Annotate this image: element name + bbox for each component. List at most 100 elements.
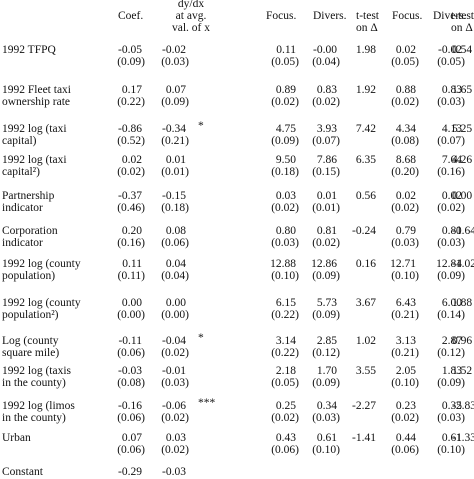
ttest-value-1: -1.41 bbox=[352, 432, 376, 444]
divers2-value: 0.83 bbox=[441, 84, 462, 96]
row-label: ownership rate bbox=[2, 96, 71, 108]
dydx-header-line-1: dy/dx bbox=[177, 0, 205, 10]
divers1-value: 2.85 bbox=[316, 335, 337, 347]
focus2-std-error: (0.02) bbox=[391, 202, 419, 214]
dydx-value: -0.15 bbox=[162, 190, 186, 202]
focus1-std-error: (0.22) bbox=[271, 347, 299, 359]
row-label: in the county) bbox=[2, 412, 66, 424]
row-label: indicator bbox=[2, 237, 43, 249]
ttest-value-2: 1.88 bbox=[452, 297, 473, 309]
coef-std-error: (0.06) bbox=[117, 412, 145, 424]
focus1-value: 4.75 bbox=[275, 123, 296, 135]
divers2-std-error: (0.05) bbox=[437, 56, 465, 68]
divers2-value: 0.61 bbox=[441, 432, 462, 444]
ttest-value-1: 0.56 bbox=[355, 190, 376, 202]
ttest-header-2-line-1: t-test bbox=[451, 10, 474, 22]
row-label: Log (county bbox=[2, 335, 59, 347]
coef-value: -0.37 bbox=[118, 190, 142, 202]
significance-stars: * bbox=[198, 120, 204, 132]
divers1-std-error: (0.09) bbox=[312, 377, 340, 389]
divers1-value: 5.73 bbox=[316, 297, 337, 309]
coef-value: -0.16 bbox=[118, 400, 142, 412]
divers-header-2: Divers. bbox=[433, 10, 467, 22]
dydx-std-error: (0.18) bbox=[161, 202, 189, 214]
divers2-value: 12.84 bbox=[436, 258, 462, 270]
row-label: capital) bbox=[2, 135, 37, 147]
row-label: Constant bbox=[2, 466, 43, 478]
dydx-value: 0.00 bbox=[165, 297, 186, 309]
focus1-value: 12.88 bbox=[270, 258, 296, 270]
focus1-std-error: (0.02) bbox=[271, 96, 299, 108]
divers1-std-error: (0.07) bbox=[312, 135, 340, 147]
focus-header-2: Focus. bbox=[392, 10, 423, 22]
dydx-value: -0.06 bbox=[162, 400, 186, 412]
ttest-value-1: 1.98 bbox=[355, 44, 376, 56]
focus1-std-error: (0.03) bbox=[271, 237, 299, 249]
divers1-std-error: (0.10) bbox=[312, 444, 340, 456]
dydx-std-error: (0.21) bbox=[161, 135, 189, 147]
dydx-header: dy/dx at avg. val. of x bbox=[156, 0, 226, 34]
coef-value: 0.11 bbox=[122, 258, 142, 270]
significance-stars: *** bbox=[198, 397, 216, 409]
focus2-value: 0.02 bbox=[395, 190, 416, 202]
divers1-value: 0.01 bbox=[316, 190, 337, 202]
coef-value: 0.20 bbox=[121, 225, 142, 237]
divers-header-1: Divers. bbox=[313, 10, 347, 22]
coef-value: -0.05 bbox=[118, 44, 142, 56]
row-label: 1992 log (limos bbox=[2, 400, 75, 412]
focus1-value: 0.03 bbox=[275, 190, 296, 202]
ttest-value-2: 0.00 bbox=[452, 190, 473, 202]
row-label: 1992 log (taxis bbox=[2, 365, 71, 377]
row-label: Corporation bbox=[2, 225, 58, 237]
dydx-std-error: (0.02) bbox=[161, 347, 189, 359]
dydx-std-error: (0.02) bbox=[161, 412, 189, 424]
dydx-std-error: (0.00) bbox=[161, 309, 189, 321]
ttest-header-1-line-1: t-test bbox=[356, 10, 379, 22]
dydx-value: 0.01 bbox=[165, 154, 186, 166]
divers2-std-error: (0.16) bbox=[437, 166, 465, 178]
ttest-value-2: 0.54 bbox=[452, 44, 473, 56]
ttest-value-1: 3.55 bbox=[355, 365, 376, 377]
divers1-value: 1.70 bbox=[316, 365, 337, 377]
ttest-value-1: 6.35 bbox=[355, 154, 376, 166]
focus1-std-error: (0.02) bbox=[271, 202, 299, 214]
dydx-std-error: (0.01) bbox=[161, 166, 189, 178]
ttest-header-1: t-test on Δ bbox=[356, 10, 379, 34]
coef-std-error: (0.22) bbox=[117, 96, 145, 108]
divers1-std-error: (0.04) bbox=[312, 56, 340, 68]
row-label: indicator bbox=[2, 202, 43, 214]
ttest-value-1: 0.16 bbox=[355, 258, 376, 270]
dydx-value: 0.08 bbox=[165, 225, 186, 237]
divers2-value: 0.81 bbox=[441, 225, 462, 237]
row-label: Urban bbox=[2, 432, 31, 444]
ttest-value-1: 7.42 bbox=[355, 123, 376, 135]
divers1-std-error: (0.12) bbox=[312, 347, 340, 359]
focus2-value: 6.43 bbox=[395, 297, 416, 309]
focus2-value: 4.34 bbox=[395, 123, 416, 135]
coef-std-error: (0.06) bbox=[117, 444, 145, 456]
focus2-value: 0.23 bbox=[395, 400, 416, 412]
focus2-value: 3.13 bbox=[395, 335, 416, 347]
divers2-value: 7.64 bbox=[441, 154, 462, 166]
focus2-value: 8.68 bbox=[395, 154, 416, 166]
focus1-value: 0.25 bbox=[275, 400, 296, 412]
ttest-value-2: 4.26 bbox=[452, 154, 473, 166]
divers1-value: 0.61 bbox=[316, 432, 337, 444]
focus2-std-error: (0.02) bbox=[391, 96, 419, 108]
divers2-std-error: (0.09) bbox=[437, 377, 465, 389]
dydx-std-error: (0.04) bbox=[161, 270, 189, 282]
coef-std-error: (0.16) bbox=[117, 237, 145, 249]
divers1-value: -0.00 bbox=[313, 44, 337, 56]
divers2-std-error: (0.03) bbox=[437, 96, 465, 108]
row-label: population) bbox=[2, 270, 56, 282]
divers2-std-error: (0.07) bbox=[437, 135, 465, 147]
dydx-value: -0.03 bbox=[162, 466, 186, 478]
focus1-value: 0.89 bbox=[275, 84, 296, 96]
ttest-value-1: 1.02 bbox=[355, 335, 376, 347]
coef-std-error: (0.08) bbox=[117, 377, 145, 389]
coef-std-error: (0.11) bbox=[117, 270, 145, 282]
dydx-value: -0.01 bbox=[162, 365, 186, 377]
focus2-value: 12.71 bbox=[390, 258, 416, 270]
coef-value: -0.29 bbox=[118, 466, 142, 478]
focus-header-1: Focus. bbox=[266, 10, 297, 22]
